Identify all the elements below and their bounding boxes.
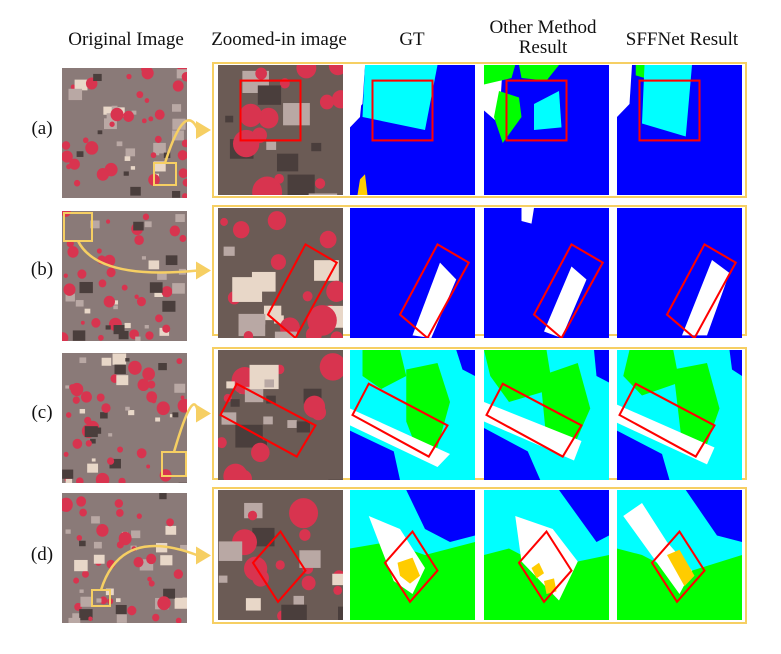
header-gt: GT xyxy=(399,29,425,50)
row-label: (c) xyxy=(31,401,53,423)
gt-image xyxy=(350,208,475,338)
sffnet-image xyxy=(617,208,742,338)
arrow-head xyxy=(196,546,211,565)
zoomed-image xyxy=(218,208,343,338)
zoomed-image xyxy=(218,65,343,195)
gt-image xyxy=(350,490,475,620)
sffnet-image xyxy=(617,350,742,480)
row-label: (b) xyxy=(30,258,54,280)
header-original: Original Image xyxy=(68,29,184,50)
original-image xyxy=(62,493,187,623)
row-panel xyxy=(212,62,747,198)
row-panel xyxy=(212,347,747,480)
header-sffnet: SFFNet Result xyxy=(625,29,739,50)
original-image xyxy=(62,353,187,483)
row-panel xyxy=(212,487,747,624)
other-image xyxy=(484,350,609,480)
row-label: (d) xyxy=(30,543,54,565)
other-image xyxy=(484,490,609,620)
arrow-head xyxy=(196,121,211,139)
arrow-head xyxy=(196,404,211,423)
sffnet-image xyxy=(617,65,742,195)
other-image xyxy=(484,65,609,195)
other-image xyxy=(484,208,609,338)
header-zoomed: Zoomed-in image xyxy=(211,29,347,50)
gt-image xyxy=(350,65,475,195)
original-image xyxy=(62,68,187,198)
row-panel xyxy=(212,205,747,336)
row-label: (a) xyxy=(31,118,53,139)
gt-image xyxy=(350,350,475,480)
zoomed-image xyxy=(218,350,343,480)
original-image xyxy=(62,211,187,341)
sffnet-image xyxy=(617,490,742,620)
header-other: Other Method Result xyxy=(489,17,597,58)
zoomed-image xyxy=(218,490,343,620)
arrow-head xyxy=(196,261,211,280)
